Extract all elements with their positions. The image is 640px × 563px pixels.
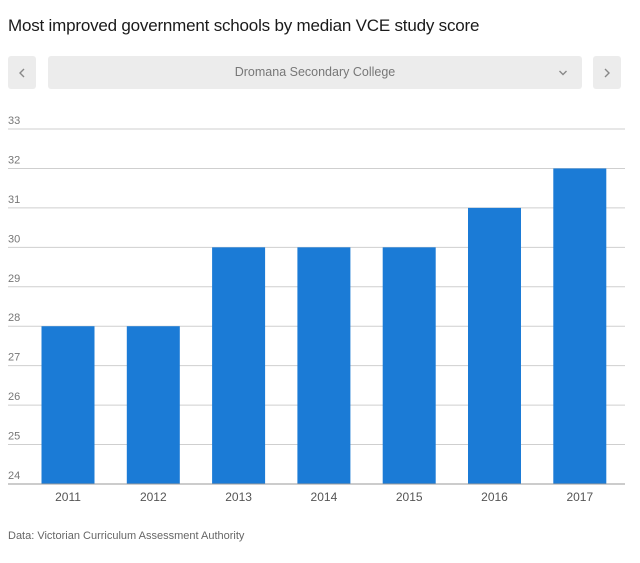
previous-button[interactable] xyxy=(8,56,36,89)
chevron-down-icon xyxy=(559,70,567,76)
y-tick-label: 27 xyxy=(8,352,20,364)
y-tick-label: 29 xyxy=(8,273,20,285)
bar-2012[interactable] xyxy=(126,326,180,484)
x-tick-label: 2014 xyxy=(311,490,338,504)
school-select-value: Dromana Secondary College xyxy=(234,65,396,79)
bar-2015[interactable] xyxy=(382,247,436,484)
y-tick-label: 28 xyxy=(8,312,20,324)
x-tick-label: 2016 xyxy=(481,490,508,504)
y-tick-label: 24 xyxy=(8,470,20,482)
bar-2011[interactable] xyxy=(41,326,95,484)
bar-2013[interactable] xyxy=(212,247,266,484)
y-tick-labels: 24 25 26 27 28 29 30 31 32 33 xyxy=(8,115,20,482)
x-tick-label: 2015 xyxy=(396,490,423,504)
bar-2016[interactable] xyxy=(468,207,521,484)
x-tick-labels: 2011 2012 2013 2014 2015 2016 2017 xyxy=(55,490,593,504)
y-tick-label: 31 xyxy=(8,194,20,206)
chevron-left-icon xyxy=(19,68,25,77)
bar-2017[interactable] xyxy=(553,168,607,484)
bars xyxy=(41,168,607,484)
bar-2014[interactable] xyxy=(297,247,351,484)
y-tick-label: 25 xyxy=(8,431,20,443)
school-select[interactable]: Dromana Secondary College xyxy=(48,56,582,89)
data-source: Data: Victorian Curriculum Assessment Au… xyxy=(8,530,245,542)
y-tick-label: 32 xyxy=(8,154,20,166)
y-tick-label: 33 xyxy=(8,115,20,127)
x-tick-label: 2011 xyxy=(55,490,81,504)
x-tick-label: 2017 xyxy=(566,490,593,504)
next-button[interactable] xyxy=(593,56,621,89)
y-tick-label: 30 xyxy=(8,233,20,245)
y-tick-label: 26 xyxy=(8,391,20,403)
x-tick-label: 2013 xyxy=(225,490,252,504)
x-tick-label: 2012 xyxy=(140,490,167,504)
chevron-right-icon xyxy=(604,68,610,77)
chart-title: Most improved government schools by medi… xyxy=(8,16,480,35)
